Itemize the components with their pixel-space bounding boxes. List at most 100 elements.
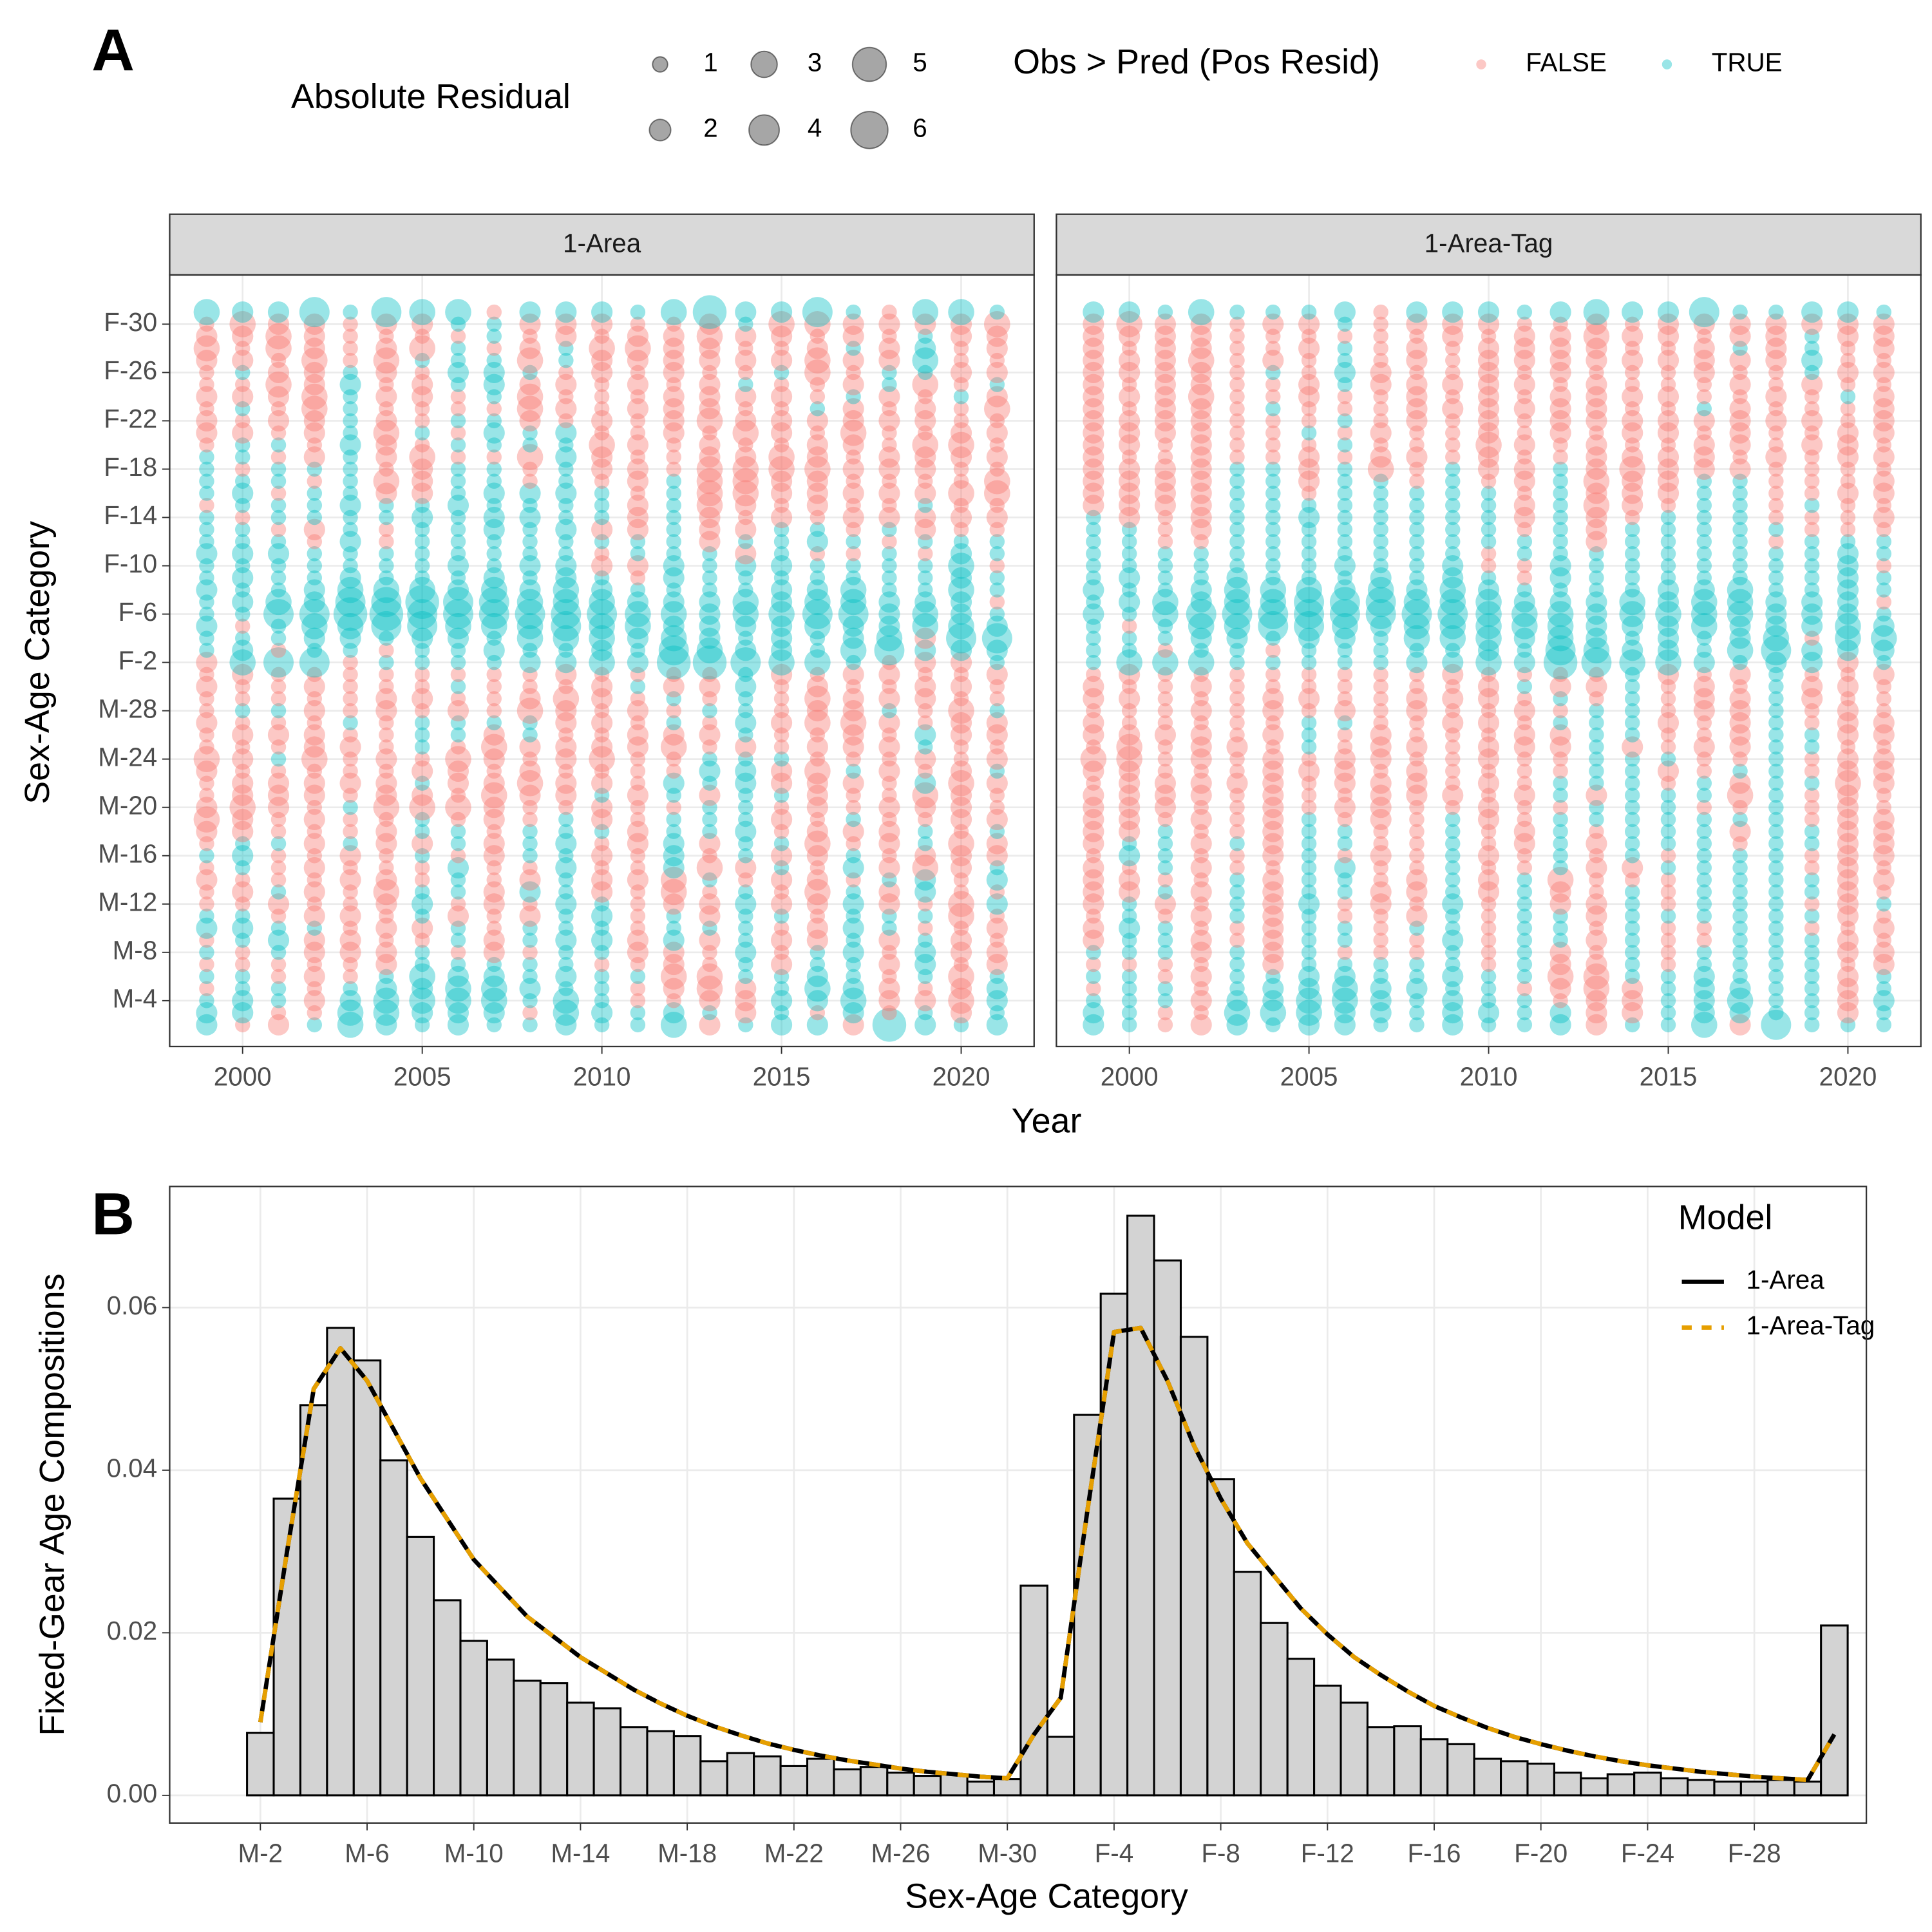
residual-point (914, 881, 936, 903)
residual-point (447, 700, 469, 722)
residual-point (953, 522, 969, 537)
residual-point (882, 377, 897, 392)
residual-point (414, 860, 430, 876)
residual-point (770, 929, 793, 951)
residual-point (1765, 652, 1787, 674)
residual-point (666, 546, 681, 562)
residual-point (1586, 313, 1607, 335)
residual-point (1337, 509, 1353, 526)
residual-point (663, 676, 685, 697)
residual-point (1727, 987, 1754, 1014)
residual-point (1119, 410, 1141, 432)
residual-point (450, 473, 466, 489)
residual-point (1477, 845, 1500, 867)
residual-point (1294, 611, 1325, 641)
residual-point (917, 836, 933, 851)
residual-point (1442, 893, 1464, 915)
residual-point (1729, 313, 1751, 335)
residual-point (773, 1005, 790, 1021)
residual-point (375, 820, 397, 842)
residual-point (1727, 782, 1754, 809)
residual-point (1876, 1017, 1891, 1033)
residual-point (1729, 700, 1751, 722)
residual-point (1696, 509, 1712, 526)
residual-point (989, 570, 1005, 586)
residual-point (234, 679, 251, 694)
residual-point (630, 413, 646, 429)
residual-point (1696, 473, 1712, 489)
residual-point (1549, 337, 1571, 359)
residual-point (1586, 929, 1607, 951)
residual-point (343, 981, 358, 996)
residual-point (1801, 313, 1823, 335)
residual-point (1481, 981, 1497, 996)
residual-point (1373, 836, 1388, 851)
residual-point (1262, 833, 1284, 855)
residual-point (1840, 413, 1856, 429)
residual-point (1589, 848, 1604, 864)
residual-point (804, 613, 831, 639)
residual-point (234, 896, 251, 912)
residual-point (375, 482, 397, 504)
residual-point (1624, 703, 1640, 719)
residual-point (1445, 534, 1461, 549)
residual-point (1589, 775, 1604, 791)
residual-point (409, 444, 435, 471)
residual-point (1373, 546, 1388, 562)
residual-point (1696, 908, 1712, 924)
residual-point (914, 458, 936, 480)
residual-point (1373, 522, 1388, 537)
residual-point (917, 811, 933, 828)
residual-point (735, 301, 757, 323)
residual-point (1409, 643, 1425, 658)
residual-point (1696, 486, 1712, 501)
residual-point (1190, 784, 1212, 806)
residual-point (846, 449, 861, 465)
residual-point (735, 410, 757, 432)
residual-point (1193, 920, 1209, 936)
residual-point (846, 763, 861, 779)
residual-point (773, 884, 790, 900)
residual-point (810, 425, 826, 440)
residual-point (1119, 772, 1141, 794)
residual-point (1190, 313, 1212, 335)
residual-point (1804, 522, 1820, 537)
residual-point (519, 978, 541, 999)
residual-point (1624, 920, 1640, 936)
residual-point (558, 546, 574, 562)
residual-point (594, 824, 610, 839)
residual-point (810, 908, 826, 924)
residual-point (1657, 386, 1680, 408)
residual-point (267, 386, 290, 408)
residual-point (1121, 1005, 1137, 1021)
residual-point (375, 748, 397, 770)
residual-point (1804, 811, 1820, 828)
residual-point (1121, 908, 1137, 924)
residual-point (337, 1012, 364, 1038)
residual-point (1121, 606, 1137, 622)
residual-point (702, 691, 717, 706)
residual-point (1553, 316, 1568, 332)
residual-point (948, 431, 974, 459)
residual-point (735, 554, 757, 577)
residual-point (1193, 570, 1209, 586)
residual-point (450, 896, 466, 912)
residual-point (1337, 389, 1353, 404)
residual-point (882, 811, 897, 828)
residual-point (1442, 990, 1464, 1012)
residual-point (1442, 1001, 1464, 1024)
residual-point (1260, 999, 1287, 1026)
residual-point (558, 534, 574, 549)
residual-point (486, 956, 502, 972)
residual-point (519, 506, 541, 529)
residual-point (917, 920, 933, 936)
residual-point (627, 942, 649, 963)
residual-point (1624, 558, 1640, 574)
residual-point (989, 461, 1005, 477)
residual-point (486, 498, 502, 513)
residual-point (810, 727, 826, 743)
residual-point (594, 401, 610, 417)
residual-point (1586, 1001, 1607, 1024)
residual-point (1193, 824, 1209, 839)
residual-point (1876, 546, 1891, 562)
